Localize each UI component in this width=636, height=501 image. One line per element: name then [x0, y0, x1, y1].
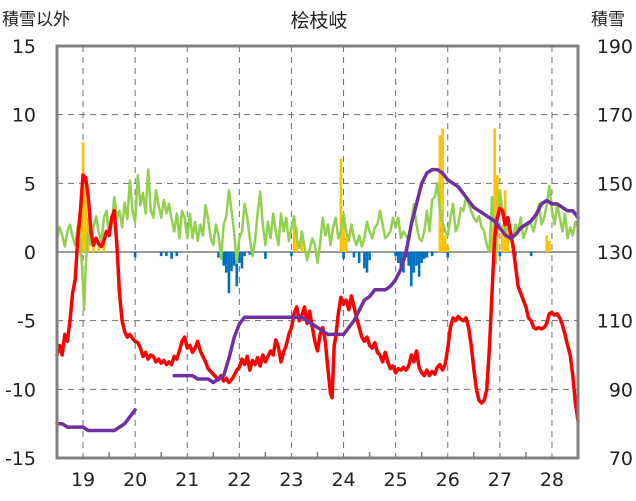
x-tick-label: 27: [488, 469, 512, 491]
blue-bar: [423, 252, 426, 259]
blue-bar: [420, 252, 423, 263]
blue-bar: [363, 252, 366, 269]
blue-bar: [415, 252, 418, 266]
green-series-line: [55, 168, 580, 311]
blue-bar: [290, 252, 293, 257]
orange-bar: [97, 245, 100, 252]
orange-bar: [545, 235, 549, 252]
chart-title: 桧枝岐: [290, 10, 347, 32]
y-right-tick-label: 170: [597, 105, 633, 127]
blue-bar: [243, 252, 246, 257]
lines-layer: [55, 167, 580, 433]
orange-bar: [441, 128, 444, 252]
blue-bar: [394, 252, 397, 257]
y-right-tick-label: 150: [597, 173, 633, 195]
blue-bar: [227, 252, 231, 294]
y-left-tick-label: 10: [12, 105, 36, 127]
x-tick-label: 20: [123, 469, 147, 491]
blue-bar: [365, 252, 369, 273]
blue-bar: [368, 252, 371, 261]
blue-bar: [159, 252, 163, 257]
right-axis-label: 積雪: [591, 10, 625, 30]
blue-bar: [165, 252, 168, 257]
blue-bar: [240, 252, 244, 269]
blue-bar: [170, 252, 173, 259]
orange-bar: [501, 224, 504, 252]
x-tick-label: 25: [384, 469, 408, 491]
y-left-tick-label: 0: [24, 242, 36, 264]
left-axis-label: 積雪以外: [2, 10, 70, 30]
red-series-line: [55, 173, 580, 423]
orange-bar: [344, 238, 348, 252]
x-tick-label: 22: [227, 469, 251, 491]
blue-bar: [425, 252, 429, 258]
blue-bar: [446, 252, 450, 258]
blue-bar: [396, 252, 400, 263]
x-tick-label: 24: [331, 469, 355, 491]
blue-bar: [235, 252, 239, 287]
blue-bar: [264, 252, 267, 259]
labels-layer: 桧枝岐 積雪以外 積雪 15 10 5 0 -5 -10 -15 190 170 150 130 11…: [2, 10, 633, 491]
blue-bar: [225, 252, 228, 273]
x-tick-label: 28: [540, 469, 564, 491]
blue-bar: [399, 252, 403, 269]
blue-bar: [217, 252, 220, 258]
orange-bar: [443, 235, 447, 252]
blue-bar: [230, 252, 233, 272]
x-tick-label: 21: [175, 469, 199, 491]
orange-bar: [438, 135, 442, 252]
orange-bar: [490, 227, 494, 252]
blue-bar: [238, 252, 241, 263]
y-right-tick-label: 130: [597, 242, 633, 264]
blue-bar: [417, 252, 421, 277]
blue-bar: [407, 252, 410, 266]
blue-bar: [498, 252, 502, 257]
orange-bar: [292, 224, 296, 252]
orange-bar: [342, 221, 345, 252]
blue-bar: [529, 252, 533, 257]
orange-bar: [79, 208, 82, 252]
blue-bar: [133, 252, 137, 258]
y-left-tick-label: -10: [5, 379, 36, 401]
orange-bar: [446, 245, 450, 252]
y-left-tick-label: 5: [24, 173, 36, 195]
blue-bar: [248, 252, 252, 255]
purple-series-line: [55, 408, 137, 433]
blue-bar: [412, 252, 416, 273]
blue-bar: [342, 252, 345, 259]
y-left-tick-label: 15: [12, 36, 36, 58]
plot-frame: [55, 44, 580, 460]
orange-bar: [548, 241, 551, 252]
y-left-tick-label: -5: [17, 311, 36, 333]
blue-bar: [175, 252, 179, 257]
purple-series-line: [172, 167, 580, 385]
blue-bar: [352, 252, 356, 258]
orange-bar: [84, 186, 87, 252]
blue-bar: [222, 252, 226, 266]
y-right-tick-label: 190: [597, 36, 633, 58]
x-tick-label: 26: [436, 469, 460, 491]
blue-bar: [232, 252, 236, 266]
orange-bar: [493, 128, 496, 252]
y-right-tick-label: 70: [609, 448, 633, 470]
blue-bar: [357, 252, 361, 263]
y-right-tick-label: 90: [609, 379, 633, 401]
orange-bar: [300, 241, 304, 252]
blue-bar: [430, 252, 434, 257]
x-tick-label: 23: [279, 469, 303, 491]
y-left-tick-label: -15: [5, 448, 36, 470]
orange-bar: [339, 158, 343, 252]
blue-bar: [409, 252, 413, 287]
x-tick-label: 19: [71, 469, 95, 491]
y-right-tick-label: 110: [597, 311, 633, 333]
